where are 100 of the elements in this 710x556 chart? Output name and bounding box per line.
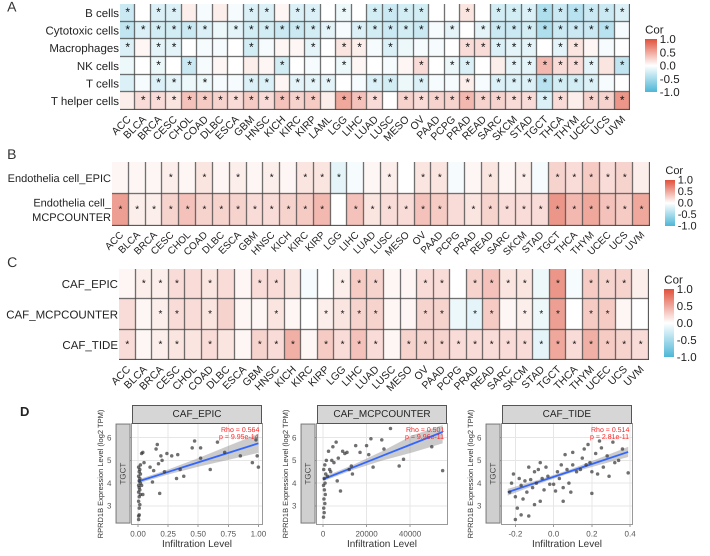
data-label: * bbox=[357, 339, 362, 350]
point bbox=[323, 463, 327, 467]
data-label: * bbox=[202, 22, 208, 36]
data-label: * bbox=[404, 93, 409, 108]
point bbox=[347, 468, 351, 472]
data-label: * bbox=[372, 76, 378, 90]
data-label: * bbox=[320, 172, 324, 184]
point bbox=[182, 474, 186, 478]
data-label: * bbox=[496, 40, 502, 54]
point bbox=[136, 500, 140, 504]
data-label: * bbox=[589, 339, 594, 350]
point bbox=[323, 481, 327, 485]
data-label: * bbox=[372, 22, 378, 36]
data-label: * bbox=[340, 278, 345, 290]
point bbox=[332, 460, 336, 464]
data-label: * bbox=[388, 76, 394, 90]
color-bar-label: -1.0 bbox=[676, 352, 697, 364]
data-label: * bbox=[172, 40, 177, 54]
point bbox=[330, 458, 334, 462]
data-label: * bbox=[558, 93, 564, 108]
data-label: * bbox=[374, 278, 378, 290]
data-label: * bbox=[388, 4, 394, 19]
y-tick-label: 5 bbox=[106, 456, 112, 466]
chart-title: CAF_EPIC bbox=[172, 409, 222, 420]
text: TGCT bbox=[304, 462, 313, 484]
data-label: * bbox=[274, 309, 278, 320]
point bbox=[350, 472, 354, 476]
data-label: * bbox=[538, 204, 543, 216]
point bbox=[165, 452, 169, 456]
data-label: * bbox=[357, 309, 362, 320]
data-label: * bbox=[572, 339, 577, 350]
data-label: * bbox=[310, 22, 316, 36]
y-tick-label: 6 bbox=[476, 433, 482, 442]
y-tick-label: 4 bbox=[476, 478, 482, 488]
x-tick-label: -0.2 bbox=[508, 530, 523, 539]
point bbox=[158, 492, 162, 496]
y-tick-label: 3 bbox=[476, 502, 482, 511]
data-label: * bbox=[249, 76, 254, 90]
point bbox=[170, 454, 174, 458]
data-label: * bbox=[512, 22, 517, 36]
data-label: * bbox=[252, 204, 257, 216]
data-label: * bbox=[208, 339, 212, 350]
x-tick-label: 40000 bbox=[398, 530, 422, 539]
data-label: * bbox=[527, 40, 532, 54]
data-label: * bbox=[558, 22, 564, 36]
color-bar-label: 0.0 bbox=[678, 197, 693, 210]
y-tick-label: Endothelia cell_ MCPCOUNTER bbox=[32, 198, 112, 224]
data-label: * bbox=[574, 4, 579, 19]
point bbox=[238, 454, 242, 458]
data-label: * bbox=[421, 172, 426, 184]
point bbox=[154, 447, 158, 451]
data-label: * bbox=[622, 204, 627, 216]
data-label: * bbox=[473, 309, 478, 320]
data-label: * bbox=[512, 40, 517, 54]
color-bar-label: 1.0 bbox=[676, 284, 693, 296]
data-label: * bbox=[421, 204, 426, 216]
color-bar-label: -0.5 bbox=[676, 335, 697, 348]
point bbox=[137, 506, 141, 510]
x-tick-label: 20000 bbox=[355, 530, 378, 539]
data-label: * bbox=[175, 278, 180, 290]
data-label: * bbox=[156, 22, 162, 36]
data-label: * bbox=[156, 4, 162, 19]
data-label: * bbox=[589, 309, 594, 320]
data-label: * bbox=[219, 204, 224, 216]
x-tick-label: 0.75 bbox=[220, 530, 237, 539]
data-label: * bbox=[423, 309, 428, 320]
data-label: * bbox=[406, 339, 411, 350]
data-label: * bbox=[542, 4, 548, 19]
point bbox=[322, 497, 326, 501]
point bbox=[354, 444, 358, 448]
y-tick-label: 4 bbox=[292, 478, 297, 488]
data-label: * bbox=[187, 93, 192, 108]
x-tick-label: 0.25 bbox=[160, 530, 176, 539]
data-label: * bbox=[342, 4, 347, 19]
data-label: * bbox=[156, 76, 162, 90]
data-label: * bbox=[208, 309, 212, 320]
data-label: * bbox=[187, 58, 192, 72]
data-label: * bbox=[556, 172, 560, 184]
data-label: * bbox=[274, 278, 278, 290]
data-label: * bbox=[480, 40, 486, 54]
y-tick-label: CAF_EPIC bbox=[62, 279, 118, 292]
data-label: * bbox=[234, 93, 239, 108]
data-label: * bbox=[264, 4, 270, 19]
y-tick-label: 5 bbox=[476, 456, 482, 466]
y-tick-label: B cells bbox=[85, 8, 120, 20]
data-label: * bbox=[419, 58, 424, 72]
data-label: * bbox=[340, 309, 345, 320]
x-tick-label: 1.00 bbox=[250, 530, 267, 539]
text: D bbox=[20, 404, 30, 419]
data-label: * bbox=[324, 339, 328, 350]
data-label: * bbox=[187, 22, 192, 36]
x-axis-title: Infiltration Level bbox=[162, 539, 232, 550]
data-label: * bbox=[606, 309, 610, 320]
data-label: * bbox=[606, 339, 610, 350]
data-label: * bbox=[456, 339, 461, 350]
data-label: * bbox=[388, 40, 394, 54]
data-label: * bbox=[249, 93, 254, 108]
data-label: * bbox=[512, 4, 517, 19]
data-label: * bbox=[527, 4, 532, 19]
data-label: * bbox=[280, 58, 285, 72]
